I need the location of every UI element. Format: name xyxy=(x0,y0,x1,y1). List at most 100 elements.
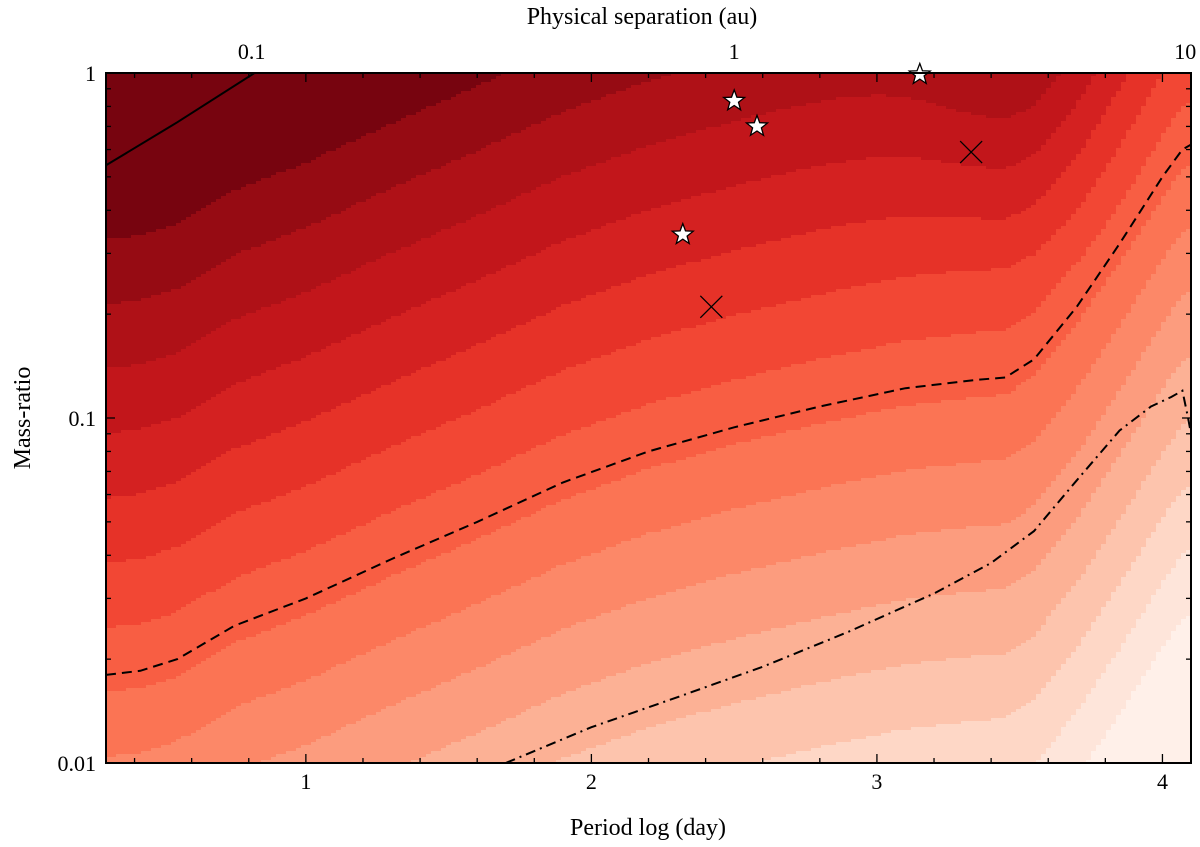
contour-band-cell xyxy=(551,568,557,635)
contour-band-cell xyxy=(676,136,682,203)
contour-band-cell xyxy=(1131,241,1137,305)
contour-band-cell xyxy=(761,307,767,374)
contour-band-cell xyxy=(651,145,657,209)
contour-band-cell xyxy=(1046,73,1052,89)
contour-band-cell xyxy=(941,724,947,763)
contour-band-cell xyxy=(331,409,337,476)
contour-band-cell xyxy=(971,115,977,167)
contour-band-cell xyxy=(271,499,277,563)
contour-band-cell xyxy=(286,364,292,428)
contour-band-cell xyxy=(751,439,757,506)
contour-band-cell xyxy=(661,334,667,401)
contour-band-cell xyxy=(791,73,797,107)
contour-band-cell xyxy=(666,592,672,659)
contour-band-cell xyxy=(621,478,627,542)
contour-band-cell xyxy=(266,241,272,308)
contour-band-cell xyxy=(806,751,812,763)
contour-band-cell xyxy=(936,724,942,763)
contour-band-cell xyxy=(1006,217,1012,269)
contour-band-cell xyxy=(476,604,482,668)
contour-band-cell xyxy=(666,463,672,530)
contour-band-cell xyxy=(366,652,372,716)
contour-band-cell xyxy=(446,358,452,422)
contour-band-cell xyxy=(821,166,827,230)
contour-band-cell xyxy=(646,340,652,404)
contour-band-cell xyxy=(251,700,257,763)
contour-band-cell xyxy=(511,328,517,395)
contour-band-cell xyxy=(551,73,557,116)
contour-band-cell xyxy=(1026,574,1032,641)
contour-band-cell xyxy=(321,283,327,350)
contour-band-cell xyxy=(866,73,872,98)
contour-band-cell xyxy=(411,502,417,569)
contour-band-cell xyxy=(1076,517,1082,581)
contour-band-cell xyxy=(1021,577,1027,644)
contour-band-cell xyxy=(576,430,582,494)
contour-band-cell xyxy=(591,619,597,683)
contour-band-cell xyxy=(1031,505,1037,572)
contour-band-cell xyxy=(821,358,827,425)
contour-band-cell xyxy=(651,403,657,467)
contour-band-cell xyxy=(316,739,322,763)
contour-band-cell xyxy=(616,157,622,221)
contour-band-cell xyxy=(106,238,112,305)
contour-band-cell xyxy=(236,577,242,641)
contour-band-cell xyxy=(421,691,427,758)
contour-band-cell xyxy=(766,370,772,437)
contour-band-cell xyxy=(961,73,967,113)
contour-band-cell xyxy=(1151,466,1157,533)
contour-band-cell xyxy=(721,382,727,449)
contour-band-cell xyxy=(486,145,492,212)
contour-band-cell xyxy=(996,169,1002,221)
contour-band-cell xyxy=(921,727,927,763)
contour-band-cell xyxy=(1076,262,1082,323)
contour-band-cell xyxy=(746,442,752,506)
contour-band-cell xyxy=(656,595,662,662)
contour-band-cell xyxy=(106,499,112,563)
contour-band-cell xyxy=(486,211,492,275)
contour-band-cell xyxy=(1081,574,1087,638)
contour-band-cell xyxy=(741,637,747,701)
contour-band-cell xyxy=(436,169,442,233)
contour-band-cell xyxy=(271,241,277,305)
contour-band-cell xyxy=(546,118,552,185)
contour-band-cell xyxy=(491,208,497,275)
contour-band-cell xyxy=(836,97,842,164)
contour-band-cell xyxy=(806,103,812,170)
contour-band-cell xyxy=(186,736,192,763)
contour-band-cell xyxy=(551,697,557,763)
contour-band-cell xyxy=(281,754,287,763)
contour-band-cell xyxy=(1096,358,1102,422)
contour-band-cell xyxy=(976,655,982,722)
contour-band-cell xyxy=(211,721,217,763)
contour-band-cell xyxy=(596,229,602,293)
contour-band-cell xyxy=(766,73,772,113)
contour-band-cell xyxy=(431,169,437,236)
contour-band-cell xyxy=(1096,292,1102,359)
contour-band-cell xyxy=(491,727,497,763)
contour-band-cell xyxy=(936,106,942,161)
contour-band-cell xyxy=(261,373,267,440)
y-axis-label: Mass-ratio xyxy=(10,367,36,470)
contour-band-cell xyxy=(1006,118,1012,167)
contour-band-cell xyxy=(546,505,552,572)
contour-band-cell xyxy=(736,184,742,251)
contour-band-cell xyxy=(596,358,602,422)
contour-band-cell xyxy=(336,472,342,536)
contour-band-cell xyxy=(1131,124,1137,185)
contour-band-cell xyxy=(691,715,697,763)
contour-band-cell xyxy=(981,271,987,332)
contour-band-cell xyxy=(631,346,637,410)
contour-band-cell xyxy=(796,364,802,431)
contour-band-cell xyxy=(981,166,987,221)
contour-band-cell xyxy=(691,262,697,329)
contour-band-cell xyxy=(756,373,762,440)
contour-band-cell xyxy=(376,454,382,518)
contour-band-cell xyxy=(296,748,302,763)
contour-band-cell xyxy=(776,694,782,758)
contour-band-cell xyxy=(931,274,937,338)
contour-band-cell xyxy=(531,514,537,578)
contour-band-cell xyxy=(391,445,397,512)
contour-band-cell xyxy=(126,301,132,368)
contour-band-cell xyxy=(1141,166,1147,227)
